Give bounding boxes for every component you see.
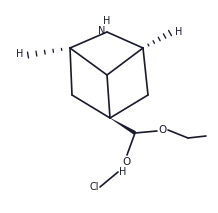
Text: Cl: Cl — [90, 182, 99, 192]
Text: H: H — [175, 27, 182, 37]
Text: O: O — [122, 157, 130, 167]
Text: H: H — [16, 49, 23, 59]
Polygon shape — [110, 118, 136, 135]
Text: N: N — [98, 26, 105, 36]
Text: H: H — [103, 16, 111, 26]
Text: H: H — [119, 167, 126, 177]
Text: O: O — [158, 125, 166, 135]
